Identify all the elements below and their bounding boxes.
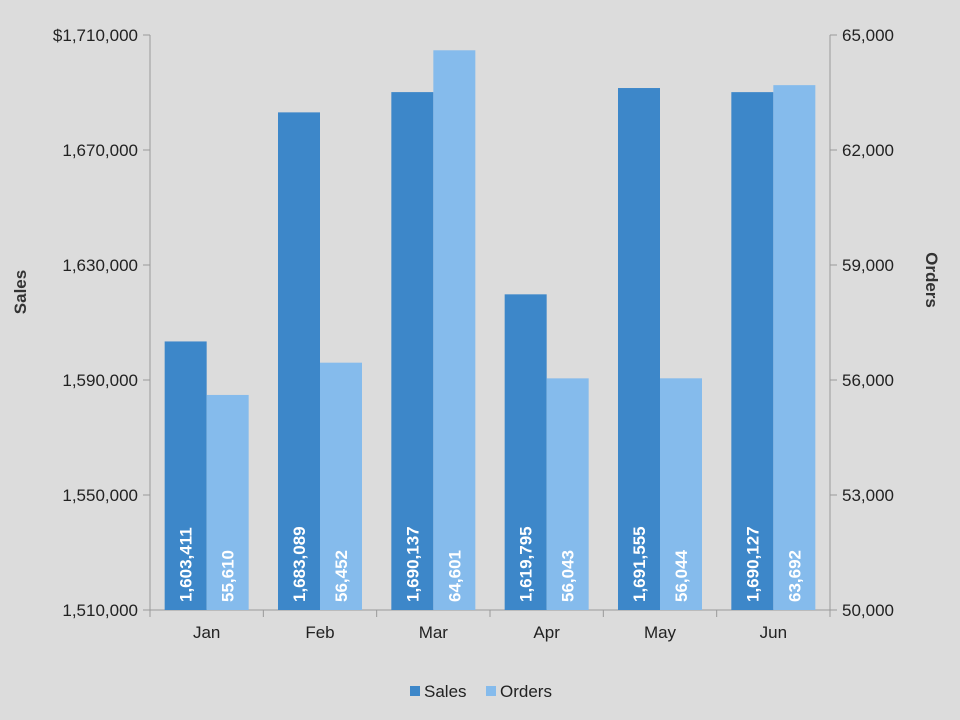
- orders-data-label: 56,452: [332, 550, 351, 602]
- orders-data-label: 56,043: [559, 550, 578, 602]
- orders-bar: [320, 362, 362, 610]
- sales-data-label: 1,690,127: [743, 526, 762, 602]
- sales-data-label: 1,690,137: [403, 526, 422, 602]
- left-tick-label: 1,670,000: [62, 141, 138, 160]
- left-axis-title: Sales: [11, 270, 30, 314]
- left-tick-label: $1,710,000: [53, 26, 138, 45]
- x-tick-label: May: [644, 623, 677, 642]
- legend-label-sales: Sales: [424, 682, 467, 701]
- x-tick-label: Apr: [533, 623, 560, 642]
- sales-bar: [504, 294, 547, 610]
- legend-swatch-orders: [486, 686, 496, 696]
- left-tick-label: 1,590,000: [62, 371, 138, 390]
- right-axis-title: Orders: [922, 252, 941, 308]
- labels-layer: 1,603,411 1,683,089 1,690,137 1,619,795 1,69…: [177, 526, 805, 602]
- orders-bar: [660, 378, 702, 610]
- sales-data-label: 1,619,795: [517, 526, 536, 602]
- sales-data-label: 1,683,089: [290, 526, 309, 602]
- left-tick-label: 1,550,000: [62, 486, 138, 505]
- right-tick-label: 62,000: [842, 141, 894, 160]
- right-tick-label: 53,000: [842, 486, 894, 505]
- x-tick-label: Mar: [419, 623, 449, 642]
- right-tick-label: 65,000: [842, 26, 894, 45]
- x-tick-label: Jun: [760, 623, 787, 642]
- axes-layer: 1,510,000 1,550,000 1,590,000 1,630,000 1,67…: [53, 26, 894, 642]
- sales-data-label: 1,603,411: [177, 527, 196, 602]
- orders-bar: [206, 394, 249, 610]
- orders-data-label: 55,610: [219, 550, 238, 602]
- x-tick-label: Jan: [193, 623, 220, 642]
- right-tick-label: 56,000: [842, 371, 894, 390]
- orders-data-label: 64,601: [445, 550, 464, 602]
- legend-swatch-sales: [410, 686, 420, 696]
- sales-bar: [278, 112, 320, 610]
- sales-bar: [618, 88, 660, 611]
- left-tick-label: 1,630,000: [62, 256, 138, 275]
- sales-data-label: 1,691,555: [630, 526, 649, 602]
- orders-data-label: 63,692: [785, 550, 804, 602]
- x-tick-label: Feb: [305, 623, 334, 642]
- sales-bar: [391, 92, 434, 610]
- legend: Sales Orders: [410, 682, 552, 701]
- right-tick-label: 50,000: [842, 601, 894, 620]
- orders-data-label: 56,044: [672, 549, 691, 602]
- orders-bar: [546, 378, 589, 610]
- orders-bar: [773, 85, 816, 610]
- right-tick-label: 59,000: [842, 256, 894, 275]
- sales-bar: [164, 341, 207, 610]
- bars-layer: [164, 50, 816, 611]
- left-tick-label: 1,510,000: [62, 601, 138, 620]
- sales-bar: [731, 92, 774, 610]
- orders-bar: [433, 50, 476, 611]
- legend-label-orders: Orders: [500, 682, 552, 701]
